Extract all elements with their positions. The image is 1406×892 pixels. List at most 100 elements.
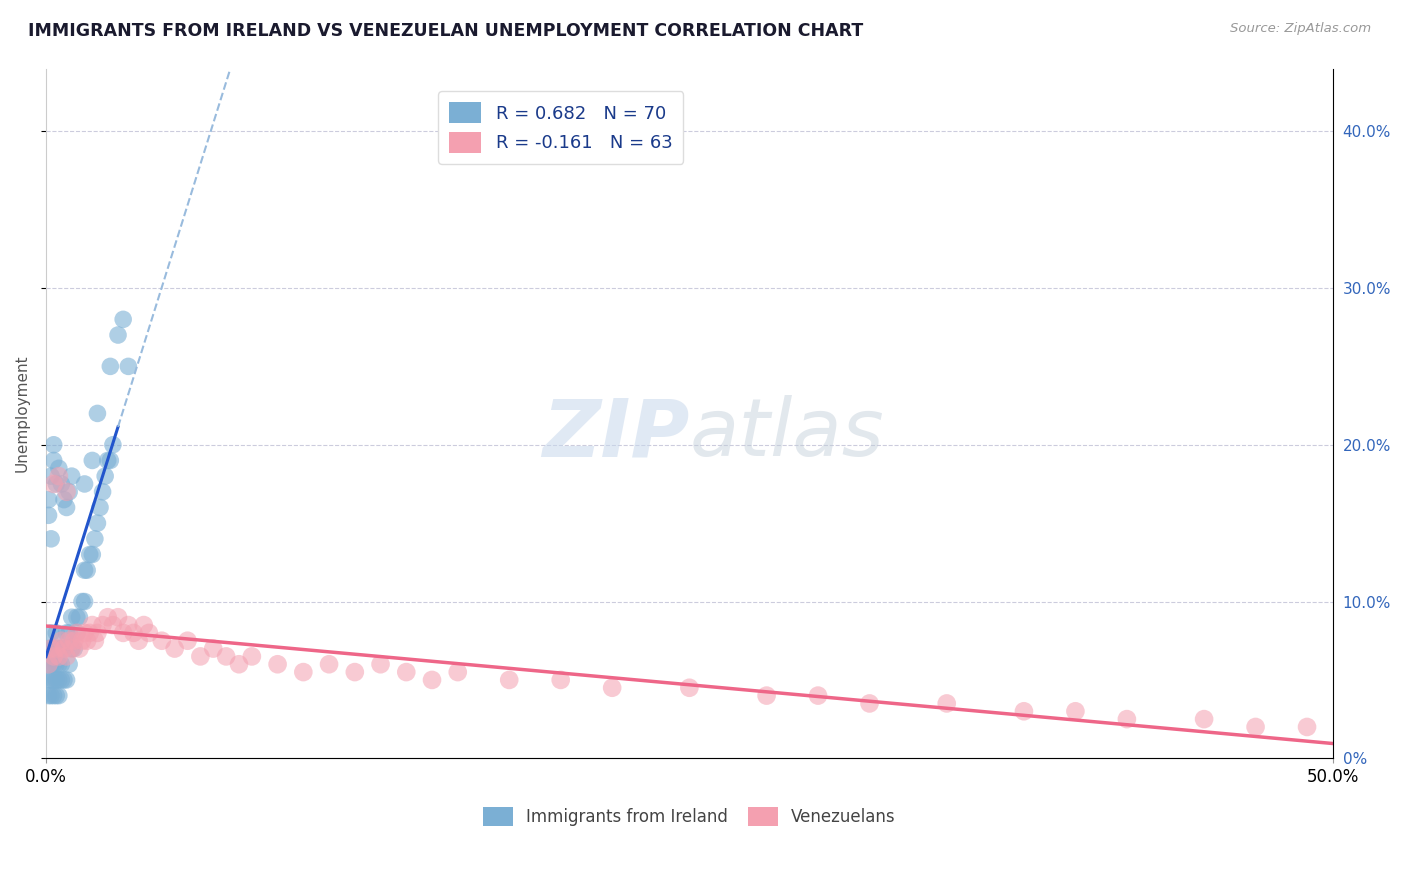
Point bbox=[76, 563, 98, 577]
Point bbox=[60, 641, 83, 656]
Point bbox=[163, 641, 186, 656]
Text: atlas: atlas bbox=[689, 395, 884, 473]
Point bbox=[76, 633, 98, 648]
Point bbox=[45, 673, 67, 687]
Point bbox=[58, 657, 80, 672]
Point bbox=[1064, 704, 1087, 718]
Point bbox=[39, 673, 62, 687]
Point bbox=[51, 633, 73, 648]
Point bbox=[107, 610, 129, 624]
Point bbox=[112, 626, 135, 640]
Point bbox=[38, 492, 60, 507]
Point bbox=[79, 626, 101, 640]
Point bbox=[58, 633, 80, 648]
Point bbox=[55, 673, 77, 687]
Point bbox=[42, 689, 65, 703]
Point bbox=[89, 500, 111, 515]
Point bbox=[97, 453, 120, 467]
Point bbox=[67, 641, 90, 656]
Point bbox=[42, 657, 65, 672]
Point bbox=[39, 689, 62, 703]
Point bbox=[91, 484, 114, 499]
Point bbox=[122, 626, 145, 640]
Point bbox=[73, 563, 96, 577]
Point bbox=[101, 618, 124, 632]
Point bbox=[38, 657, 60, 672]
Point bbox=[82, 618, 104, 632]
Point bbox=[66, 626, 89, 640]
Point bbox=[38, 508, 60, 523]
Point bbox=[55, 484, 77, 499]
Point bbox=[60, 469, 83, 483]
Point bbox=[53, 673, 76, 687]
Point bbox=[98, 359, 121, 374]
Point bbox=[150, 633, 173, 648]
Point bbox=[94, 469, 117, 483]
Point bbox=[73, 626, 96, 640]
Point bbox=[48, 469, 70, 483]
Point bbox=[79, 548, 101, 562]
Point bbox=[138, 626, 160, 640]
Point bbox=[98, 453, 121, 467]
Point bbox=[53, 641, 76, 656]
Point bbox=[51, 673, 73, 687]
Y-axis label: Unemployment: Unemployment bbox=[15, 355, 30, 472]
Point bbox=[55, 649, 77, 664]
Point bbox=[1115, 712, 1137, 726]
Point bbox=[91, 618, 114, 632]
Point bbox=[55, 626, 77, 640]
Point bbox=[45, 626, 67, 640]
Point bbox=[807, 689, 830, 703]
Point bbox=[45, 477, 67, 491]
Point bbox=[70, 633, 93, 648]
Point bbox=[39, 626, 62, 640]
Point bbox=[128, 633, 150, 648]
Point bbox=[83, 532, 105, 546]
Point bbox=[42, 477, 65, 491]
Point bbox=[55, 500, 77, 515]
Point bbox=[266, 657, 288, 672]
Point bbox=[86, 516, 108, 530]
Point bbox=[101, 438, 124, 452]
Point bbox=[117, 618, 139, 632]
Point bbox=[66, 626, 89, 640]
Point bbox=[48, 657, 70, 672]
Point bbox=[45, 657, 67, 672]
Point bbox=[53, 641, 76, 656]
Point bbox=[858, 697, 880, 711]
Point bbox=[228, 657, 250, 672]
Point bbox=[42, 649, 65, 664]
Point bbox=[73, 477, 96, 491]
Point bbox=[1244, 720, 1267, 734]
Point bbox=[63, 633, 86, 648]
Point bbox=[39, 641, 62, 656]
Point bbox=[39, 641, 62, 656]
Point bbox=[42, 438, 65, 452]
Point bbox=[318, 657, 340, 672]
Point bbox=[39, 657, 62, 672]
Point bbox=[38, 673, 60, 687]
Point bbox=[51, 657, 73, 672]
Point bbox=[45, 641, 67, 656]
Point bbox=[53, 492, 76, 507]
Point bbox=[70, 594, 93, 608]
Text: ZIP: ZIP bbox=[541, 395, 689, 473]
Point bbox=[935, 697, 957, 711]
Point bbox=[42, 673, 65, 687]
Text: IMMIGRANTS FROM IRELAND VS VENEZUELAN UNEMPLOYMENT CORRELATION CHART: IMMIGRANTS FROM IRELAND VS VENEZUELAN UN… bbox=[28, 22, 863, 40]
Point bbox=[190, 649, 212, 664]
Point bbox=[1296, 720, 1319, 734]
Point bbox=[447, 665, 470, 679]
Point bbox=[240, 649, 263, 664]
Point bbox=[132, 618, 155, 632]
Point bbox=[51, 477, 73, 491]
Point bbox=[176, 633, 198, 648]
Point bbox=[343, 665, 366, 679]
Point bbox=[82, 548, 104, 562]
Point bbox=[38, 689, 60, 703]
Point bbox=[42, 453, 65, 467]
Point bbox=[39, 469, 62, 483]
Text: Source: ZipAtlas.com: Source: ZipAtlas.com bbox=[1230, 22, 1371, 36]
Point bbox=[1192, 712, 1215, 726]
Point bbox=[73, 594, 96, 608]
